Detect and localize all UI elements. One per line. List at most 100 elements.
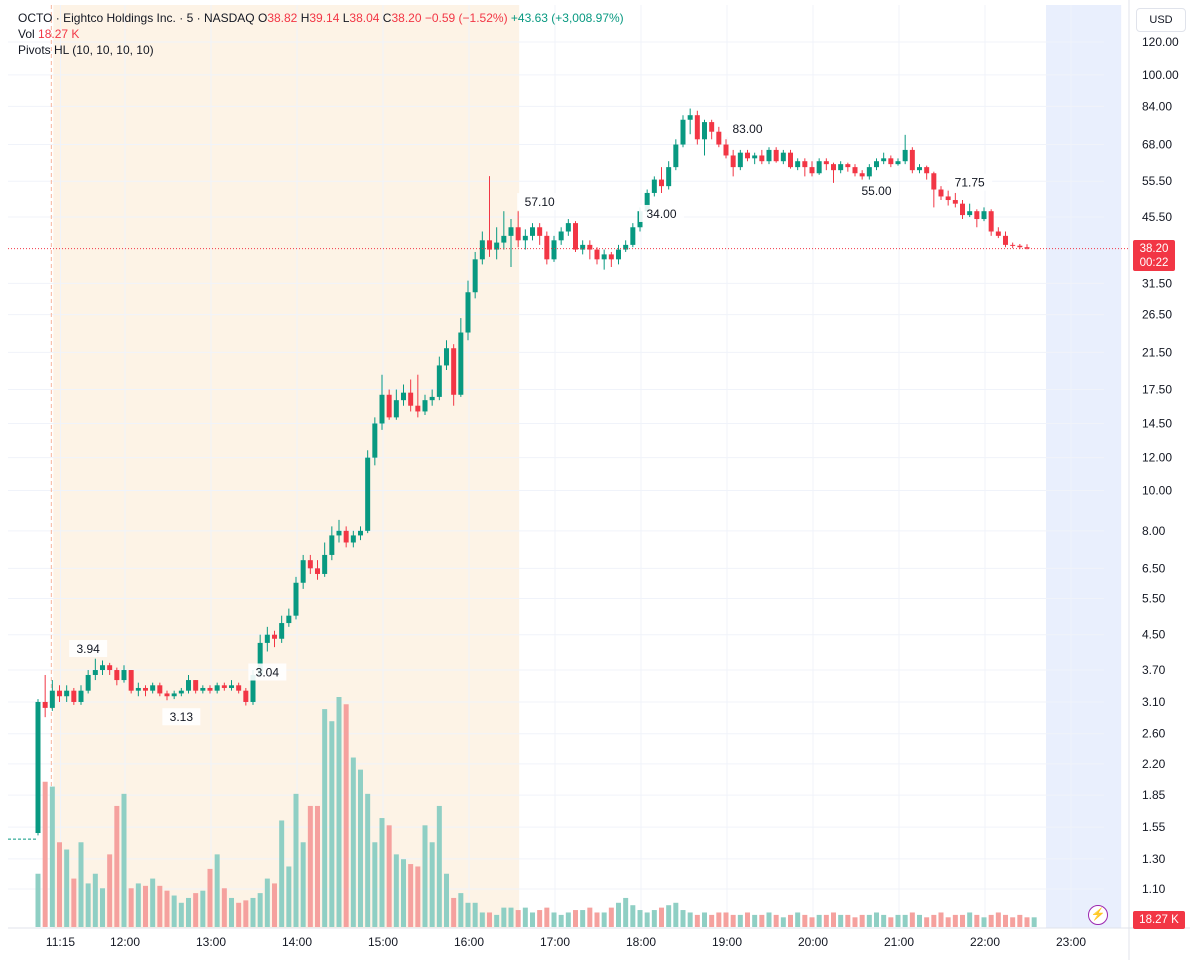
candle-body <box>207 687 213 691</box>
candle <box>716 126 722 148</box>
candle <box>100 660 105 675</box>
volume-bar <box>967 912 973 927</box>
pivot-label: 71.75 <box>955 176 985 190</box>
candle <box>286 608 292 627</box>
candle <box>694 110 700 145</box>
candle-body <box>780 152 786 162</box>
volume-bar <box>436 805 442 927</box>
legend-vol-value: 18.27 K <box>38 27 80 41</box>
candle <box>580 240 586 255</box>
volume-bar <box>57 842 62 927</box>
legend-change: −0.59 (−1.52%) <box>424 11 508 25</box>
time-tick-label: 21:00 <box>884 935 914 949</box>
candle-body <box>444 348 449 366</box>
price-tick-label: 10.00 <box>1142 484 1172 498</box>
candle <box>128 670 134 694</box>
candle <box>35 699 41 836</box>
price-tick-label: 4.50 <box>1142 628 1166 642</box>
volume-bar <box>307 805 313 927</box>
volume-bar <box>229 897 234 927</box>
candle-body <box>759 155 765 162</box>
volume-bar <box>988 914 994 927</box>
candle <box>831 162 836 183</box>
legend-company: Eightco Holdings Inc. <box>63 11 176 25</box>
candle-body <box>666 167 672 187</box>
volume-bar <box>422 825 428 927</box>
candle-body <box>623 244 629 250</box>
candle-body <box>874 161 879 168</box>
candle-body <box>264 634 270 643</box>
candle-body <box>164 693 170 697</box>
candle-body <box>178 690 184 694</box>
price-tick-label: 120.00 <box>1142 35 1179 49</box>
pivot-label: 83.00 <box>732 122 762 136</box>
volume-bar <box>114 805 120 927</box>
candle <box>594 247 600 265</box>
volume-bar <box>773 914 779 927</box>
candle <box>1024 244 1030 250</box>
candle <box>164 690 170 701</box>
price-tick-label: 3.10 <box>1142 695 1166 709</box>
candle-body <box>852 167 858 174</box>
volume-bar <box>393 854 399 927</box>
pivot-label: 3.13 <box>170 710 194 724</box>
volume-bar <box>358 769 363 927</box>
candle-body <box>57 690 62 697</box>
candle-body <box>229 685 234 688</box>
volume-bar <box>530 912 535 927</box>
candle <box>752 152 758 165</box>
volume-bar <box>78 842 84 927</box>
candle <box>702 119 707 156</box>
candle-body <box>659 179 664 187</box>
volume-bar <box>135 883 141 927</box>
candle-body <box>752 155 758 159</box>
candle <box>465 280 471 341</box>
candle-body <box>945 196 951 201</box>
volume-bar <box>315 805 320 927</box>
candle <box>587 240 593 260</box>
legend-symbol[interactable]: OCTO <box>18 11 53 25</box>
bolt-icon[interactable]: ⚡ <box>1088 905 1108 925</box>
candle-body <box>952 200 958 204</box>
candle <box>881 152 887 165</box>
candle <box>135 682 141 697</box>
candle-body <box>42 701 48 708</box>
candle-body <box>522 235 528 241</box>
pivot-label-bg <box>854 182 899 200</box>
candle-body <box>121 670 127 681</box>
candle <box>630 223 636 248</box>
pivot-label-bg <box>517 193 563 211</box>
candle-body <box>895 161 901 165</box>
candle <box>279 615 285 643</box>
candle-body <box>673 144 679 168</box>
candle-body <box>616 249 621 260</box>
volume-bar <box>444 873 449 927</box>
volume-bar <box>752 914 758 927</box>
candle <box>121 665 127 683</box>
volume-bar <box>852 917 858 927</box>
volume-bar <box>465 902 471 927</box>
candle-body <box>386 394 392 418</box>
candle <box>845 162 851 172</box>
legend-low: 38.04 <box>349 11 380 25</box>
legend-volume-row[interactable]: Vol 18.27 K <box>18 26 624 42</box>
candle-body <box>644 192 650 212</box>
candle <box>436 356 442 401</box>
legend-indicator-row[interactable]: Pivots HL (10, 10, 10, 10) <box>18 42 624 58</box>
volume-bar <box>71 878 77 927</box>
last-price-value: 38.20 <box>1139 243 1169 255</box>
time-tick-label: 23:00 <box>1056 935 1086 949</box>
candle <box>859 170 865 180</box>
volume-bar <box>823 914 829 927</box>
candle-body <box>300 560 306 583</box>
candle-body <box>479 240 485 260</box>
candle <box>737 149 743 171</box>
candle-body <box>358 530 363 536</box>
pivot-label-bg <box>162 708 201 726</box>
volume-bar <box>651 910 657 927</box>
currency-button[interactable]: USD <box>1136 8 1186 32</box>
candle <box>458 318 464 397</box>
candle <box>974 209 980 228</box>
volume-bar <box>694 914 700 927</box>
